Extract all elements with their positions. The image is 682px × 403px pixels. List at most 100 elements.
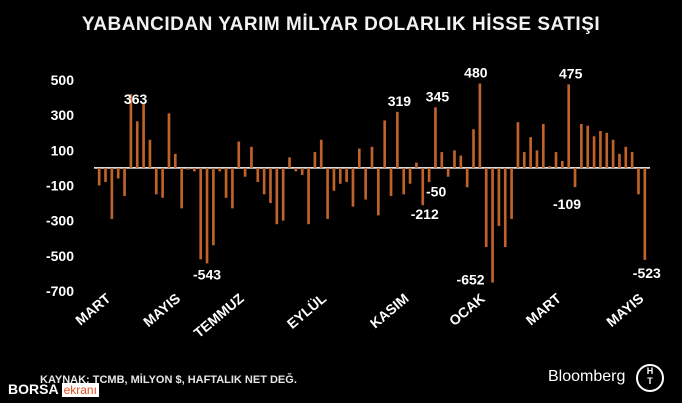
bar — [294, 167, 298, 172]
bar — [110, 167, 114, 219]
bar — [427, 167, 431, 182]
bar — [396, 111, 399, 168]
bar — [243, 167, 247, 177]
bar — [307, 167, 310, 225]
bar — [250, 146, 253, 168]
bar — [522, 152, 526, 168]
bar — [186, 167, 190, 170]
bar — [142, 104, 145, 168]
bar — [180, 167, 183, 209]
bar — [313, 152, 317, 168]
bar — [529, 137, 532, 168]
data-label: 319 — [388, 93, 412, 109]
bar — [332, 167, 336, 191]
x-tick-label: MART — [72, 290, 114, 329]
bar — [516, 122, 520, 168]
y-tick-label: 300 — [51, 107, 75, 123]
bar — [370, 146, 374, 168]
x-tick-label: MAYIS — [603, 290, 646, 330]
bar — [281, 167, 285, 221]
bar — [116, 167, 120, 179]
y-tick-label: -300 — [46, 213, 74, 229]
bar — [231, 167, 234, 209]
bar — [167, 113, 171, 168]
bar — [123, 167, 126, 197]
bar — [199, 167, 203, 260]
bar — [554, 152, 558, 168]
bar — [300, 167, 304, 175]
bar — [173, 153, 177, 168]
y-tick-label: -500 — [46, 248, 74, 264]
bar — [402, 167, 406, 195]
data-label: 475 — [559, 65, 583, 81]
data-label: -523 — [633, 265, 661, 281]
bar — [453, 150, 456, 168]
bar — [434, 107, 437, 168]
bar — [497, 167, 501, 226]
bar — [465, 167, 469, 188]
x-tick-label: TEMMUZ — [191, 290, 247, 341]
bar — [148, 139, 152, 168]
bar — [237, 141, 241, 168]
bar — [345, 167, 348, 182]
bar — [389, 167, 393, 197]
source-note: KAYNAK: TCMB, MİLYON $, HAFTALIK NET DEĞ… — [40, 374, 297, 386]
y-tick-label: 500 — [51, 72, 75, 88]
bar — [618, 153, 621, 168]
bar — [580, 123, 583, 168]
x-tick-label: KASIM — [367, 290, 412, 331]
bar — [567, 84, 571, 168]
bar — [262, 167, 266, 195]
bar — [503, 167, 507, 248]
bar — [561, 160, 564, 168]
bar — [440, 152, 444, 168]
y-tick-label: 100 — [51, 142, 75, 158]
bar — [319, 139, 323, 168]
bar — [630, 152, 634, 168]
bar — [161, 167, 164, 198]
bar — [269, 167, 272, 204]
bar — [377, 167, 380, 216]
bar — [535, 150, 539, 168]
bar — [205, 167, 209, 264]
bar — [129, 94, 133, 168]
bar — [288, 157, 291, 168]
bar — [326, 167, 329, 219]
bar — [510, 167, 513, 219]
bar — [338, 167, 342, 184]
data-label: -543 — [193, 266, 221, 282]
borsa-ekrani-logo: BORSA ekranı — [8, 381, 99, 397]
brand-part2: ekranı — [61, 383, 99, 397]
chart-title: YABANCIDAN YARIM MİLYAR DOLARLIK HİSSE S… — [81, 14, 601, 35]
bar — [224, 167, 228, 198]
x-tick-label: MAYIS — [140, 290, 183, 330]
bar — [478, 83, 482, 168]
bar — [643, 167, 647, 260]
bar — [218, 167, 222, 172]
data-label: 363 — [124, 91, 148, 107]
bar — [154, 167, 158, 195]
bar — [415, 162, 418, 168]
bar — [592, 136, 596, 168]
y-tick-label: -100 — [46, 178, 74, 194]
bar — [256, 167, 260, 182]
bar — [459, 155, 463, 168]
bar — [383, 120, 387, 168]
bar — [135, 121, 139, 168]
data-label: -50 — [426, 184, 446, 200]
bar — [275, 167, 279, 225]
bar — [408, 167, 412, 184]
x-tick-label: EYLÜL — [284, 290, 330, 332]
bar — [357, 148, 361, 168]
x-tick-label: MART — [523, 290, 565, 329]
data-label: -212 — [411, 206, 439, 222]
bar — [97, 167, 101, 186]
y-tick-label: -700 — [46, 283, 74, 299]
bar — [351, 167, 355, 207]
ht-logo-bottom: T — [647, 376, 653, 386]
bar — [599, 130, 602, 168]
brand-part1: BORSA — [8, 381, 59, 397]
ht-logo-top: H — [646, 366, 654, 376]
bar — [193, 167, 196, 172]
